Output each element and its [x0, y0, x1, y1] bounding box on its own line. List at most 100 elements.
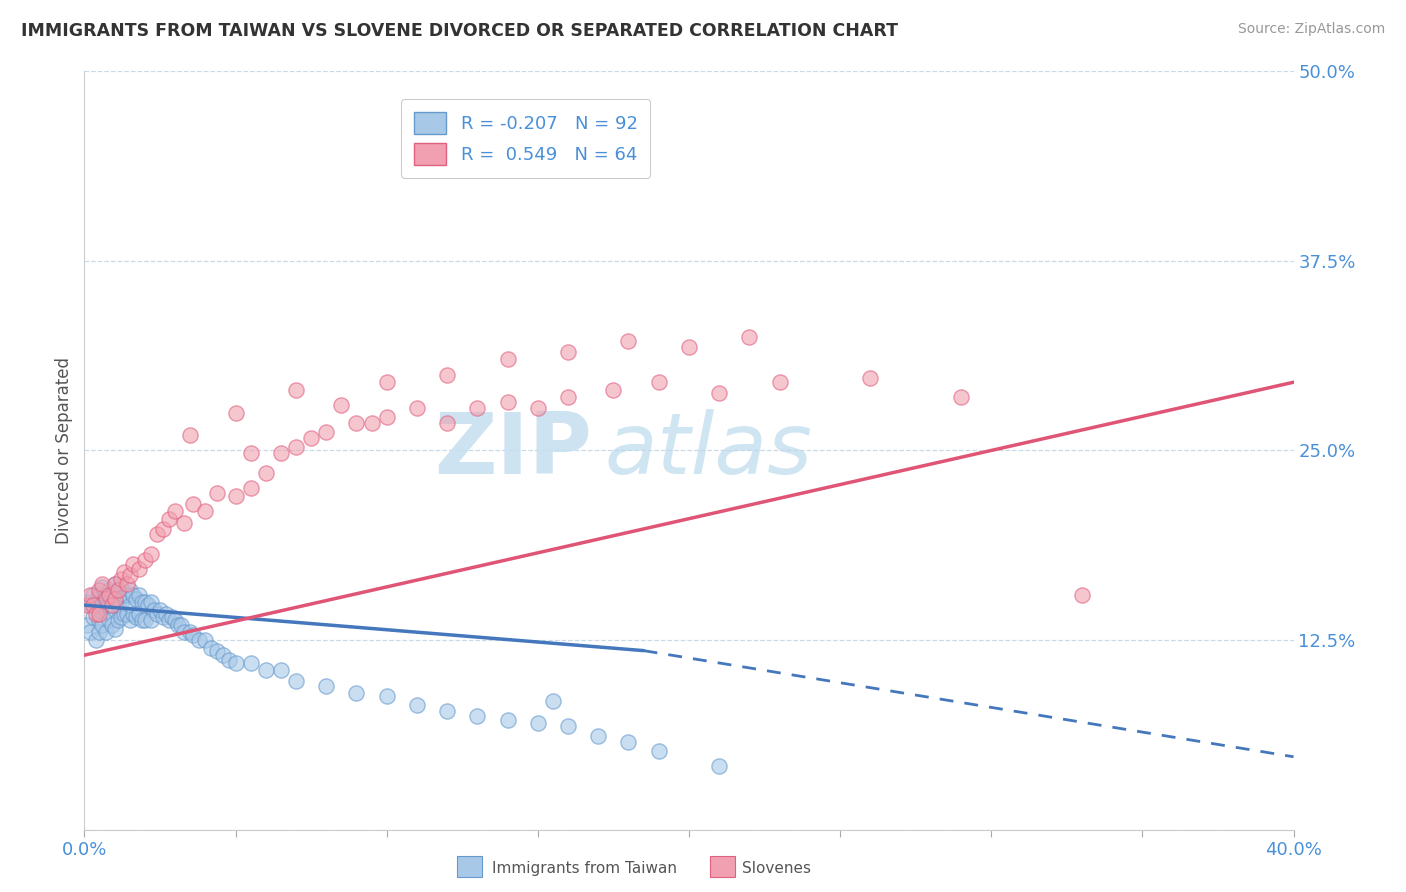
Point [91, 580, 114, 594]
Point [436, 704, 458, 718]
Point [406, 698, 429, 713]
Text: ZIP: ZIP [434, 409, 592, 492]
Point [360, 416, 382, 430]
Point [139, 613, 162, 627]
Point [285, 441, 308, 455]
Point [97, 588, 120, 602]
Point [179, 625, 201, 640]
Point [527, 401, 550, 415]
Point [346, 686, 368, 700]
Point [1071, 588, 1094, 602]
Point [128, 588, 150, 602]
Point [157, 512, 180, 526]
Point [188, 633, 211, 648]
Point [375, 689, 398, 703]
Point [110, 573, 132, 587]
Point [375, 376, 398, 390]
Point [82, 588, 104, 602]
Point [100, 598, 122, 612]
Point [557, 344, 579, 359]
Point [648, 376, 671, 390]
Point [181, 496, 204, 510]
Point [76, 617, 98, 632]
Point [738, 330, 761, 344]
Point [588, 729, 610, 743]
Point [557, 391, 579, 405]
Point [207, 486, 229, 500]
Point [121, 607, 143, 622]
Point [118, 598, 141, 612]
Point [110, 580, 132, 594]
Point [142, 603, 165, 617]
Point [104, 603, 127, 617]
Point [299, 431, 322, 445]
Point [118, 582, 141, 597]
Point [285, 673, 308, 688]
Point [406, 401, 429, 415]
Text: Source: ZipAtlas.com: Source: ZipAtlas.com [1237, 22, 1385, 37]
Point [125, 610, 148, 624]
Point [346, 416, 368, 430]
Point [89, 625, 111, 640]
Point [97, 598, 120, 612]
Point [207, 643, 229, 657]
Point [104, 623, 127, 637]
Text: Immigrants from Taiwan: Immigrants from Taiwan [492, 862, 678, 876]
Point [541, 694, 564, 708]
Text: atlas: atlas [605, 409, 813, 492]
Point [254, 664, 277, 678]
Point [173, 516, 195, 531]
Point [100, 588, 122, 602]
Point [136, 598, 159, 612]
Point [149, 603, 172, 617]
FancyBboxPatch shape [710, 856, 735, 877]
Point [709, 385, 731, 400]
Point [89, 603, 111, 617]
Point [170, 617, 193, 632]
Point [496, 352, 519, 367]
Point [134, 595, 156, 609]
Point [104, 588, 127, 602]
Point [239, 482, 262, 496]
Point [112, 607, 135, 622]
Point [89, 582, 111, 597]
Point [165, 613, 187, 627]
Point [131, 595, 153, 609]
Point [467, 401, 489, 415]
Point [89, 607, 111, 622]
Point [91, 617, 114, 632]
Point [496, 714, 519, 728]
Point [173, 625, 195, 640]
Point [709, 759, 731, 773]
Point [118, 567, 141, 582]
Point [212, 648, 235, 662]
Point [181, 628, 204, 642]
Point [194, 633, 217, 648]
Point [225, 489, 247, 503]
Point [467, 708, 489, 723]
Y-axis label: Divorced or Separated: Divorced or Separated [55, 357, 73, 544]
Point [97, 582, 120, 597]
Point [112, 565, 135, 579]
Point [218, 653, 240, 667]
Point [121, 557, 143, 572]
Point [128, 562, 150, 576]
Point [115, 607, 138, 622]
Point [104, 577, 127, 591]
Point [527, 716, 550, 731]
Text: Slovenes: Slovenes [742, 862, 811, 876]
Point [496, 395, 519, 409]
Point [100, 598, 122, 612]
Point [270, 446, 292, 460]
Point [239, 446, 262, 460]
Point [104, 577, 127, 591]
Point [94, 588, 117, 602]
Point [375, 410, 398, 425]
Point [285, 383, 308, 397]
Point [239, 656, 262, 670]
Point [617, 734, 640, 748]
Point [134, 613, 156, 627]
Point [79, 598, 101, 612]
Point [112, 588, 135, 602]
Point [115, 588, 138, 602]
